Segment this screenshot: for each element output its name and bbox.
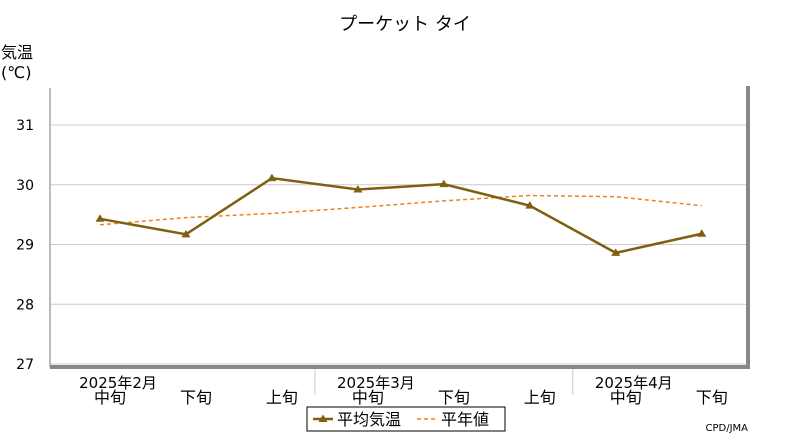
legend-box [306, 406, 506, 432]
x-tick-label: 上旬 [524, 388, 556, 407]
y-tick-label: 29 [16, 238, 34, 254]
y-tick-label: 27 [16, 357, 34, 373]
y-tick-label: 31 [16, 118, 34, 134]
x-month-label: 2025年4月 [595, 374, 673, 392]
x-tick-label: 下旬 [438, 388, 470, 407]
legend-label-normal: 平年値 [441, 410, 489, 429]
data-point-avg [611, 248, 621, 256]
x-month-label: 2025年2月 [79, 374, 157, 392]
y-axis-unit: (℃) [1, 63, 31, 82]
x-tick-label: 中旬 [94, 388, 126, 407]
chart-title: プーケット タイ [339, 14, 471, 35]
y-axis-label: 気温 [1, 43, 33, 62]
data-point-avg [525, 201, 535, 209]
data-point-avg [697, 229, 707, 237]
source-credit: CPD/JMA [706, 423, 749, 434]
y-tick-label: 30 [16, 178, 34, 194]
data-point-avg [353, 185, 363, 193]
x-tick-label: 中旬 [610, 388, 642, 407]
x-tick-label: 上旬 [266, 388, 298, 407]
x-tick-label: 下旬 [696, 388, 728, 407]
legend-marker-avg [318, 414, 328, 422]
data-point-avg [439, 179, 449, 188]
legend: 平均気温 平年値 [306, 406, 506, 432]
x-tick-label: 中旬 [352, 388, 384, 407]
legend-label-avg: 平均気温 [337, 410, 401, 429]
data-point-avg [95, 214, 105, 222]
series-line-normal [99, 194, 702, 226]
y-tick-label: 28 [16, 297, 34, 313]
data-point-avg [181, 229, 191, 238]
series-line-avg [99, 176, 702, 255]
x-month-label: 2025年3月 [337, 374, 415, 392]
data-point-avg [267, 173, 277, 182]
x-tick-label: 下旬 [180, 388, 212, 407]
